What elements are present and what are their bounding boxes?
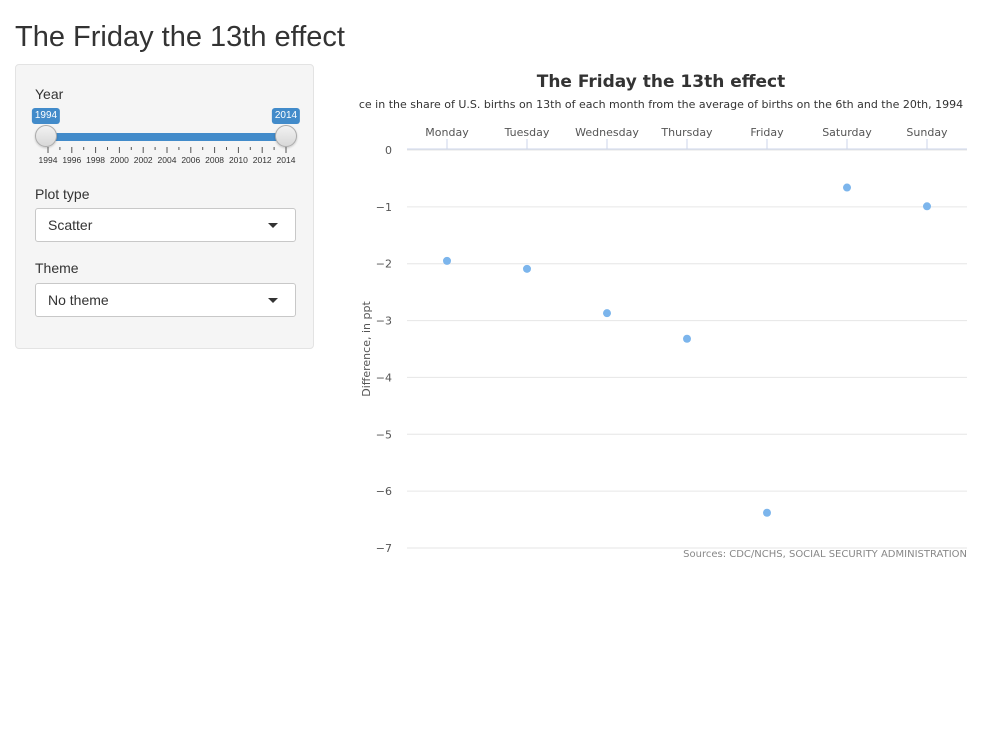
scatter-chart: The Friday the 13th effect ce in the shar…: [359, 72, 967, 560]
data-point[interactable]: [603, 309, 611, 318]
x-tick-label: Monday: [425, 126, 469, 139]
sidebar-panel: Year 1994 2014 1994 1996 1998 2000 2002 2004 2…: [15, 64, 314, 349]
chart-container: The Friday the 13th effect ce in the shar…: [340, 64, 980, 574]
slider-tick-label: 2008: [205, 155, 224, 165]
slider-to-badge: 2014: [271, 108, 301, 124]
y-axis-title: Difference, in ppt: [360, 301, 373, 397]
data-point[interactable]: [523, 264, 531, 273]
x-tick-label: Saturday: [822, 126, 872, 139]
data-point[interactable]: [843, 183, 851, 192]
y-tick-label: 0: [385, 144, 392, 157]
slider-tick-label: 2012: [253, 155, 272, 165]
slider-tick-label: 2002: [134, 155, 153, 165]
y-tick-label: −6: [376, 485, 392, 498]
plot-type-select[interactable]: Scatter: [35, 208, 296, 242]
x-tick-label: Sunday: [906, 126, 948, 139]
slider-tick-label: 2004: [158, 155, 177, 165]
slider-tick-label: 2000: [110, 155, 129, 165]
y-tick-label: −2: [376, 258, 392, 271]
slider-tick-label: 1998: [86, 155, 105, 165]
chevron-down-icon: [268, 298, 278, 303]
y-tick-label: −3: [376, 315, 392, 328]
x-tick-label: Tuesday: [504, 126, 550, 139]
y-tick-label: −4: [376, 371, 392, 384]
page-title: The Friday the 13th effect: [15, 21, 345, 53]
x-tick-label: Friday: [750, 126, 784, 139]
slider-track[interactable]: [46, 133, 286, 141]
data-point[interactable]: [683, 334, 691, 343]
chart-subtitle: ce in the share of U.S. births on 13th o…: [359, 98, 963, 111]
chart-title: The Friday the 13th effect: [537, 72, 786, 92]
plot-type-value: Scatter: [48, 217, 93, 233]
plot-type-label: Plot type: [35, 186, 90, 202]
data-point[interactable]: [763, 508, 771, 517]
theme-select[interactable]: No theme: [35, 283, 296, 317]
slider-tick-label: 1994: [39, 155, 58, 165]
chevron-down-icon: [268, 223, 278, 228]
theme-label: Theme: [35, 260, 79, 276]
y-tick-label: −5: [376, 428, 392, 441]
slider-tick-label: 2010: [229, 155, 248, 165]
slider-tick-label: 2014: [277, 155, 296, 165]
slider-handle-from[interactable]: [35, 125, 57, 147]
year-label: Year: [35, 86, 64, 102]
y-tick-label: −1: [376, 201, 392, 214]
x-tick-label: Wednesday: [575, 126, 639, 139]
x-tick-label: Thursday: [660, 126, 713, 139]
slider-from-badge: 1994: [31, 108, 61, 124]
chart-credits: Sources: CDC/NCHS, SOCIAL SECURITY ADMIN…: [683, 549, 967, 560]
slider-handle-to[interactable]: [275, 125, 297, 147]
data-point[interactable]: [923, 202, 931, 211]
data-point[interactable]: [443, 256, 451, 265]
year-range-slider[interactable]: 1994 2014 1994 1996 1998 2000 2002 2004 2006 20…: [30, 105, 301, 185]
slider-tick-label: 2006: [181, 155, 200, 165]
slider-tick-label: 1996: [62, 155, 81, 165]
y-tick-label: −7: [376, 542, 392, 555]
slider-ticks: 1994 1996 1998 2000 2002 2004 2006 2008 2010 2012…: [39, 147, 296, 165]
theme-value: No theme: [48, 292, 109, 308]
